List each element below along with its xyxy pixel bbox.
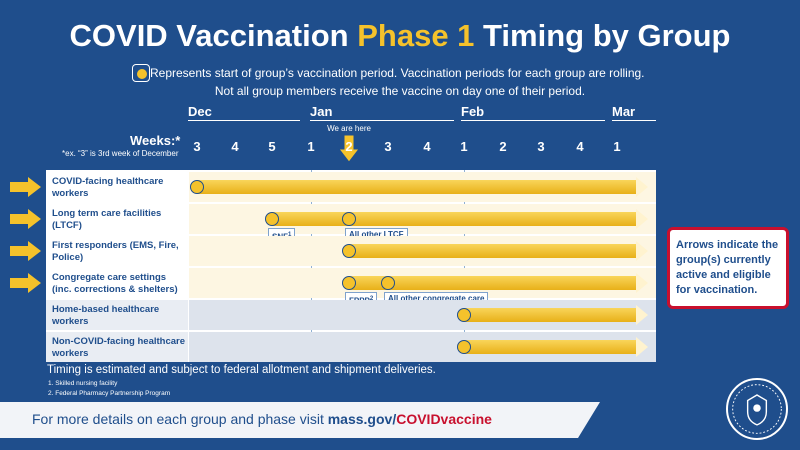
month-label: Feb — [461, 104, 605, 121]
week-number: 3 — [384, 139, 392, 154]
week-number: 2 — [345, 139, 353, 154]
week-number: 1 — [460, 139, 468, 154]
month-label: Mar — [612, 104, 656, 121]
vaccination-period-bar — [464, 308, 636, 322]
bar-arrowhead — [636, 177, 648, 197]
month-label: Jan — [310, 104, 454, 121]
title-part1: COVID Vaccination — [69, 18, 349, 53]
group-label: Non-COVID-facing healthcare workers — [46, 332, 188, 362]
vaccination-period-bar — [464, 340, 636, 354]
active-group-arrow-icon — [10, 241, 41, 261]
page-title: COVID Vaccination Phase 1 Timing by Grou… — [0, 18, 800, 54]
footnote-1: 1. Skilled nursing facility — [48, 380, 118, 387]
group-label: Congregate care settings (inc. correctio… — [46, 268, 188, 298]
footer-text: For more details on each group and phase… — [32, 411, 492, 427]
start-marker-legend-icon — [132, 64, 150, 82]
bar-arrowhead — [636, 241, 648, 261]
bar-arrowhead — [636, 209, 648, 229]
footnote-2: 2. Federal Pharmacy Partnership Program — [48, 390, 171, 397]
vaccination-period-bar — [349, 276, 636, 290]
vaccination-period-bar — [197, 180, 636, 194]
month-label: Dec — [188, 104, 300, 121]
start-marker-dot — [342, 212, 356, 226]
footer-message: For more details on each group and phase… — [32, 411, 324, 427]
active-group-arrow-icon — [10, 273, 41, 293]
covid-vaccine-link[interactable]: mass.gov/COVIDvaccine — [328, 411, 492, 427]
bar-arrowhead — [636, 273, 648, 293]
title-highlight: Phase 1 — [357, 18, 475, 53]
group-label: Long term care facilities (LTCF) — [46, 204, 188, 234]
month-divider — [311, 170, 312, 362]
weeks-note: *ex. “3” is 3rd week of December — [62, 149, 179, 158]
week-number: 5 — [268, 139, 276, 154]
start-marker-dot — [457, 340, 471, 354]
weeks-label: Weeks:* — [130, 133, 181, 148]
legend-text-line2: Not all group members receive the vaccin… — [214, 84, 586, 98]
timing-note: Timing is estimated and subject to feder… — [47, 364, 436, 376]
start-marker-dot — [457, 308, 471, 322]
timeline-grid — [46, 170, 656, 362]
arrows-callout: Arrows indicate the group(s) currently a… — [667, 227, 789, 309]
title-part2: Timing by Group — [483, 18, 731, 53]
week-number: 4 — [576, 139, 584, 154]
bar-arrowhead — [636, 305, 648, 325]
week-number: 1 — [307, 139, 315, 154]
vaccination-period-bar — [349, 244, 636, 258]
week-number: 3 — [537, 139, 545, 154]
start-marker-dot — [342, 244, 356, 258]
link-prefix: mass.gov/ — [327, 411, 397, 427]
week-number: 3 — [193, 139, 201, 154]
week-number: 2 — [499, 139, 507, 154]
footer-banner — [0, 402, 600, 438]
week-number: 4 — [231, 139, 239, 154]
start-marker-dot — [342, 276, 356, 290]
vaccination-period-bar — [272, 212, 636, 226]
active-group-arrow-icon — [10, 209, 41, 229]
massachusetts-seal-icon — [726, 378, 788, 440]
bar-arrowhead — [636, 337, 648, 357]
group-label: Home-based healthcare workers — [46, 300, 188, 330]
active-group-arrow-icon — [10, 177, 41, 197]
link-highlight: COVIDvaccine — [396, 411, 492, 427]
start-marker-dot — [190, 180, 204, 194]
group-label: First responders (EMS, Fire, Police) — [46, 236, 188, 266]
group-label: COVID-facing healthcare workers — [46, 172, 188, 202]
start-marker-dot — [265, 212, 279, 226]
we-are-here-label: We are here — [327, 124, 371, 133]
week-number: 1 — [613, 139, 621, 154]
week-number: 4 — [423, 139, 431, 154]
month-divider — [464, 170, 465, 362]
legend-text-line1: Represents start of group’s vaccination … — [150, 66, 645, 80]
we-are-here-arrow-icon — [338, 134, 360, 163]
start-marker-dot — [381, 276, 395, 290]
